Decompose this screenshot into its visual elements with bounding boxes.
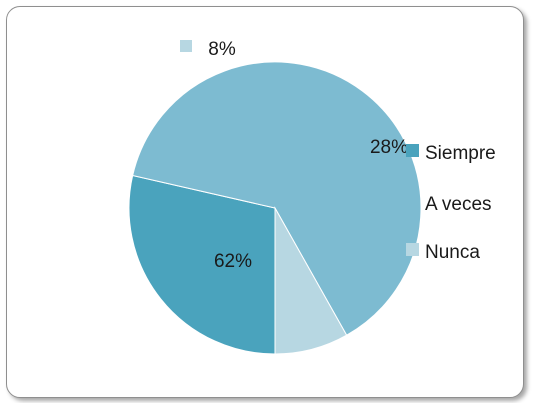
slice-label-a-veces: 62% [214, 251, 252, 272]
legend-swatch-siempre [406, 144, 419, 157]
legend-label-nunca: Nunca [425, 242, 480, 263]
legend-label-siempre: Siempre [425, 143, 496, 164]
pie-slice-siempre [128, 174, 276, 355]
slice-label-nunca: 8% [208, 39, 236, 60]
pie-slice-nunca [274, 206, 348, 355]
legend-swatch-a-veces [406, 195, 419, 208]
legend: Siempre A veces Nunca [406, 143, 496, 263]
slice-label-siempre: 28% [370, 137, 408, 158]
pie-slices [128, 61, 422, 355]
legend-label-a-veces: A veces [425, 194, 492, 215]
legend-swatch-nunca [406, 243, 419, 256]
slice-label-marker-nunca [180, 40, 192, 52]
pie-slice-a-veces [132, 61, 422, 336]
pie-slice-labels: 28% 62% 8% [180, 39, 408, 272]
